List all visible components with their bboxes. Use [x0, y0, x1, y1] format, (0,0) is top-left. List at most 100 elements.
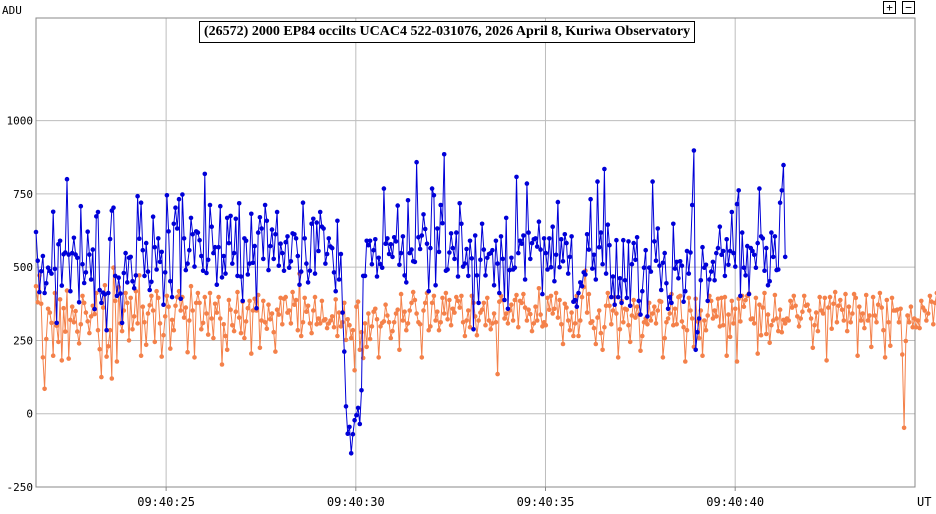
data-point — [595, 315, 600, 320]
data-point — [94, 214, 99, 219]
data-point — [576, 290, 581, 296]
data-point — [221, 322, 226, 327]
data-point — [50, 209, 56, 215]
data-point — [59, 358, 65, 363]
data-point — [919, 298, 924, 304]
data-point — [180, 192, 185, 197]
data-point — [107, 327, 113, 333]
data-point — [69, 304, 75, 310]
data-point — [128, 254, 133, 260]
data-point — [877, 290, 883, 296]
data-point — [286, 265, 292, 271]
data-point — [92, 306, 97, 312]
data-point — [557, 264, 562, 270]
data-point — [168, 346, 173, 351]
data-point — [638, 312, 643, 317]
data-point — [808, 316, 814, 321]
data-point — [233, 216, 239, 222]
data-point — [267, 317, 273, 322]
data-point — [428, 324, 433, 329]
data-point — [536, 286, 542, 291]
data-point — [645, 322, 650, 327]
data-point — [76, 341, 82, 346]
data-point — [161, 332, 166, 338]
zoom-in-button[interactable]: + — [883, 1, 896, 14]
data-point — [448, 322, 454, 328]
data-point — [645, 314, 650, 319]
data-point — [135, 193, 140, 199]
data-point — [312, 271, 318, 276]
data-point — [335, 218, 340, 224]
data-point — [162, 270, 168, 275]
data-point — [276, 263, 282, 269]
data-point — [57, 297, 63, 302]
data-point — [121, 270, 127, 276]
data-point — [216, 294, 221, 300]
plot-frame — [35, 17, 916, 488]
data-point — [149, 279, 154, 285]
data-point — [590, 266, 595, 271]
data-point — [309, 330, 314, 336]
data-point — [417, 246, 423, 252]
data-point — [83, 270, 89, 275]
data-point — [436, 249, 442, 255]
data-point — [831, 301, 836, 307]
data-point — [514, 174, 519, 180]
data-point — [357, 421, 363, 427]
data-point — [526, 230, 531, 235]
data-point — [54, 320, 59, 326]
data-point — [717, 224, 723, 229]
data-point — [519, 300, 524, 306]
data-point — [142, 320, 147, 325]
data-point — [564, 305, 569, 310]
data-point — [469, 256, 475, 261]
data-point — [199, 253, 204, 259]
data-point — [824, 358, 829, 363]
data-point — [548, 264, 554, 270]
zoom-out-button[interactable]: − — [902, 1, 915, 14]
data-point — [801, 293, 807, 299]
data-point — [698, 278, 704, 283]
data-point — [75, 255, 80, 261]
data-point — [751, 252, 757, 258]
data-point — [521, 291, 526, 297]
data-point — [541, 236, 547, 241]
data-point — [162, 314, 168, 319]
data-point — [183, 267, 189, 273]
data-point — [42, 290, 47, 296]
data-point — [336, 277, 342, 282]
data-point — [660, 260, 666, 266]
data-point — [672, 266, 678, 271]
data-point — [44, 281, 49, 286]
data-point — [578, 280, 583, 285]
data-point — [95, 209, 101, 215]
data-point — [715, 296, 721, 302]
data-point — [619, 300, 624, 306]
data-point — [402, 273, 407, 278]
data-point — [219, 275, 225, 280]
data-point — [595, 179, 600, 184]
data-point — [119, 328, 125, 334]
data-point — [722, 294, 728, 300]
data-point — [78, 203, 84, 209]
data-point — [888, 343, 893, 349]
data-point — [433, 283, 438, 288]
data-point — [522, 305, 528, 310]
data-point — [292, 302, 297, 308]
data-point — [40, 253, 46, 259]
data-point — [452, 256, 457, 262]
data-point — [357, 347, 363, 353]
data-point — [481, 247, 487, 252]
data-point — [166, 229, 171, 234]
data-point — [292, 232, 297, 237]
data-point — [181, 315, 187, 320]
data-point — [765, 283, 771, 288]
data-point — [207, 290, 213, 296]
data-point — [317, 209, 323, 215]
data-point — [245, 305, 251, 311]
data-point — [261, 298, 266, 304]
data-point — [140, 247, 146, 253]
data-point — [314, 322, 320, 327]
data-point — [478, 257, 483, 263]
data-point — [569, 234, 574, 239]
